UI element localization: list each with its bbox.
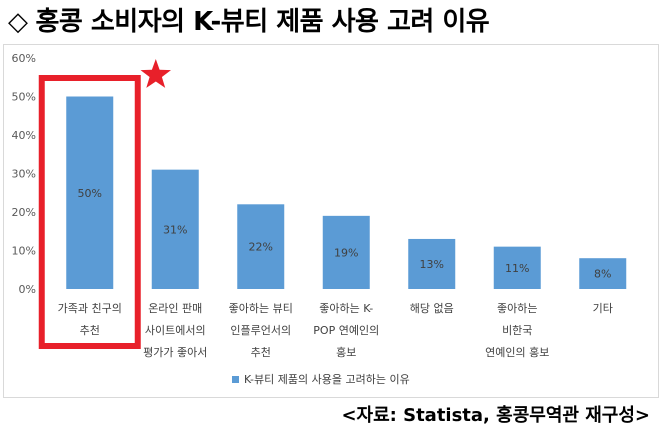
legend-label: K-뷰티 제품의 사용을 고려하는 이유 xyxy=(244,372,410,386)
bar-value-label: 31% xyxy=(163,223,187,236)
y-axis: 0% 10% 20% 30% 40% 50% 60% xyxy=(12,52,36,296)
x-category-label-line: 홍보 xyxy=(336,345,356,359)
bar-value-label: 13% xyxy=(420,258,444,271)
title-text: 홍콩 소비자의 K-뷰티 제품 사용 고려 이유 xyxy=(35,7,490,37)
x-category-label-line: 비한국 xyxy=(502,324,532,337)
chart-frame xyxy=(3,44,659,398)
x-category-label-line: 추천 xyxy=(251,345,271,359)
source-note: <자료: Statista, 홍콩무역관 재구성> xyxy=(341,405,650,426)
y-tick-label: 30% xyxy=(12,168,36,181)
x-category-label-line: 평가가 좋아서 xyxy=(143,346,207,359)
bar xyxy=(66,96,114,289)
bar-value-label: 50% xyxy=(78,187,102,200)
bar-value-label: 11% xyxy=(505,262,529,275)
x-category-label-line: 기타 xyxy=(593,302,613,315)
legend: K-뷰티 제품의 사용을 고려하는 이유 xyxy=(232,372,410,386)
x-category-label-line: 추천 xyxy=(80,323,100,337)
bar-value-label: 8% xyxy=(594,268,611,281)
bar xyxy=(151,169,199,289)
y-tick-label: 10% xyxy=(12,245,36,258)
x-category-label-line: 가족과 친구의 xyxy=(58,302,122,315)
bars xyxy=(66,96,627,289)
y-tick-label: 20% xyxy=(12,206,36,219)
page-title: ◇ 홍콩 소비자의 K-뷰티 제품 사용 고려 이유 xyxy=(8,2,658,42)
x-category-label-line: 연예인의 홍보 xyxy=(485,345,549,359)
bar-value-label: 22% xyxy=(249,241,273,254)
y-tick-label: 40% xyxy=(12,129,36,142)
legend-swatch xyxy=(232,376,239,383)
highlight-box xyxy=(38,75,141,349)
y-tick-label: 0% xyxy=(19,283,36,296)
x-category-label-line: 좋아하는 뷰티 xyxy=(229,301,293,315)
x-category-label-line: 해당 없음 xyxy=(410,301,454,315)
bar xyxy=(493,246,541,289)
x-category-label: 기타 xyxy=(593,302,613,315)
x-category-label: 해당 없음 xyxy=(410,301,454,315)
highlight xyxy=(38,59,171,349)
bar xyxy=(237,204,285,289)
bar xyxy=(408,238,456,289)
bar-labels: 50% 31% 22% 19% 13% 11% 8% xyxy=(78,187,612,281)
bar xyxy=(579,258,627,289)
x-category-label-line: 온라인 판매 xyxy=(148,302,202,315)
x-category-label-line: 사이트에서의 xyxy=(145,324,206,337)
bar-value-label: 19% xyxy=(334,246,358,259)
x-category-label-line: 인플루언서의 xyxy=(230,324,291,337)
y-tick-label: 60% xyxy=(12,52,36,65)
x-category-label-line: 좋아하는 K- xyxy=(319,301,373,315)
star-icon xyxy=(140,59,171,88)
x-category-label-line: POP 연예인의 xyxy=(313,324,379,337)
y-tick-label: 50% xyxy=(12,91,36,104)
diamond-icon: ◇ xyxy=(8,7,28,37)
bar xyxy=(322,215,370,289)
x-category-label-line: 좋아하는 xyxy=(497,301,537,315)
